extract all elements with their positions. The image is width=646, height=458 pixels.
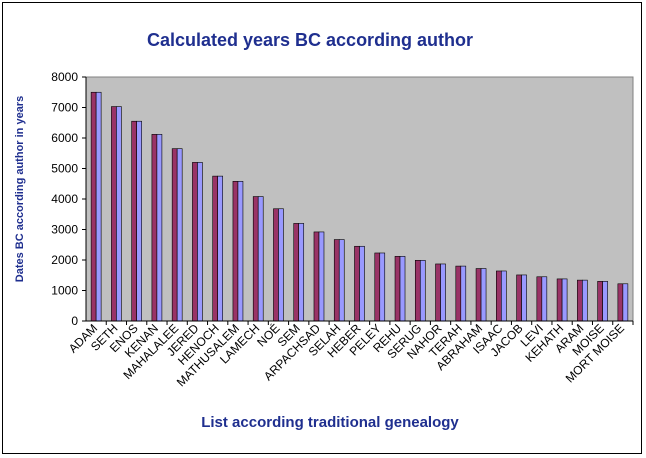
x-axis-title: List according traditional genealogy [201, 414, 459, 431]
bars-group [90, 91, 629, 322]
bar-b-2 [136, 120, 142, 322]
bar-b-10 [298, 223, 305, 322]
bar-a-24 [577, 279, 583, 322]
bar-a-22 [536, 276, 543, 322]
bar-a-6 [212, 175, 218, 322]
bar-a-18 [455, 265, 462, 322]
y-tick-label: 3000 [51, 223, 78, 237]
x-axis: ADAMSETHENOSKENANMAHALALEEJEREDHENOCHMAT… [66, 320, 634, 389]
bar-b-22 [541, 276, 548, 322]
bar-a-2 [131, 120, 137, 322]
bar-a-7 [232, 181, 239, 322]
bar-a-21 [516, 274, 522, 322]
y-tick-label: 5000 [51, 162, 78, 176]
bar-a-5 [192, 162, 198, 322]
bar-b-3 [156, 134, 163, 322]
y-tick-label: 6000 [51, 131, 78, 145]
bar-a-23 [556, 278, 563, 322]
bar-b-26 [622, 283, 629, 322]
bar-b-25 [602, 281, 608, 322]
bar-b-16 [419, 260, 426, 322]
y-tick-label: 1000 [51, 284, 78, 298]
bar-a-20 [496, 270, 502, 322]
bar-b-0 [95, 91, 102, 322]
bar-b-18 [460, 265, 467, 322]
bar-a-9 [273, 208, 279, 322]
bar-b-21 [521, 274, 527, 322]
chart-title: Calculated years BC according author [146, 30, 474, 50]
bar-b-9 [278, 208, 284, 322]
bar-b-19 [480, 268, 487, 322]
bar-b-4 [176, 148, 183, 322]
bar-b-15 [399, 256, 406, 322]
bar-b-6 [217, 175, 223, 322]
bar-a-14 [374, 252, 381, 322]
bar-b-13 [359, 245, 365, 322]
bar-a-16 [414, 260, 421, 322]
bar-a-10 [293, 223, 300, 322]
bar-a-8 [252, 196, 259, 322]
bar-a-26 [617, 283, 624, 322]
bar-b-1 [116, 106, 122, 322]
y-tick-label: 7000 [51, 101, 78, 115]
bar-b-11 [318, 231, 325, 322]
bar-b-24 [582, 279, 588, 322]
bar-a-0 [90, 91, 97, 322]
bar-a-17 [435, 263, 441, 322]
y-axis: 0 1000 2000 3000 4000 5000 6000 7000 8000 [51, 70, 87, 328]
bar-a-11 [313, 231, 320, 322]
bar-b-20 [501, 270, 507, 322]
bar-a-15 [394, 256, 401, 322]
bar-a-13 [354, 245, 360, 322]
bar-a-4 [171, 148, 178, 322]
bar-a-25 [597, 281, 603, 322]
bar-b-7 [237, 181, 244, 322]
bar-b-23 [561, 278, 568, 322]
bar-a-1 [111, 106, 117, 322]
bar-a-12 [333, 239, 340, 322]
bar-a-3 [151, 134, 158, 322]
bar-b-5 [197, 162, 203, 322]
bar-b-12 [338, 239, 345, 322]
bar-a-19 [475, 268, 482, 322]
y-tick-label: 2000 [51, 253, 78, 267]
bar-b-17 [440, 263, 446, 322]
y-tick-label: 8000 [51, 70, 78, 84]
y-tick-label: 0 [71, 314, 78, 328]
bar-b-8 [257, 196, 264, 322]
bar-b-14 [379, 252, 386, 322]
y-tick-label: 4000 [51, 192, 78, 206]
